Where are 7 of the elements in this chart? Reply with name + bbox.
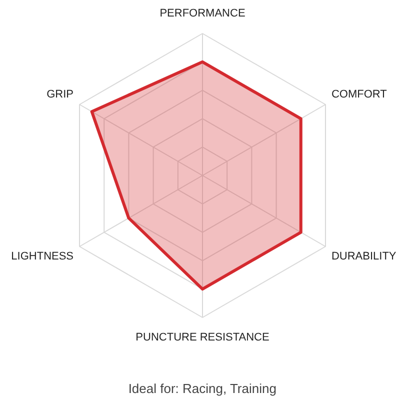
text: Ideal for: Racing, Training [128, 381, 276, 396]
spoke-label: PUNCTURE RESISTANCE [136, 332, 270, 344]
spoke-label: LIGHTNESS [11, 250, 74, 262]
spoke-label: COMFORT [331, 88, 388, 100]
spoke-label: PERFORMANCE [160, 8, 246, 20]
spoke-label: DURABILITY [331, 250, 397, 262]
spoke-label: GRIP [46, 88, 74, 100]
